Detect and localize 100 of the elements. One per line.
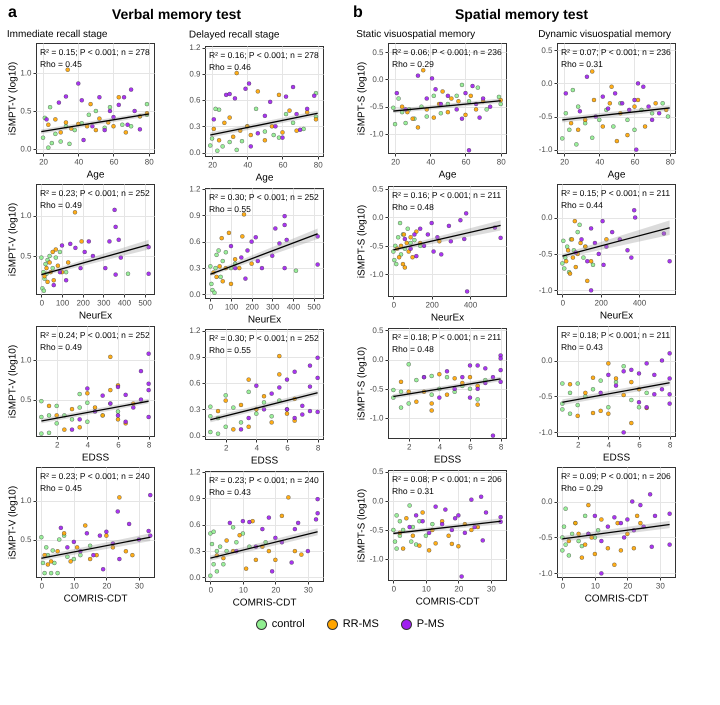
y-tick-label: 0.9 (189, 210, 202, 220)
y-axis-title: iSMPT-S (log10) (356, 488, 368, 562)
annotation: Rho = 0.31 (561, 59, 604, 69)
x-tick-label: 60 (630, 158, 640, 166)
y-tick-label: 1.2 (189, 326, 202, 336)
y-tick-label: -1.0 (370, 270, 384, 279)
x-axis-title: NeurEx (78, 310, 112, 322)
x-tick-label: 10 (70, 582, 80, 590)
x-tick-label: 0 (208, 586, 214, 594)
x-tick-label: 80 (144, 158, 154, 166)
chart-title: Static visuospatial memory (356, 29, 476, 40)
x-tick-label: 4 (438, 442, 443, 452)
x-axis-title: NeurEx (430, 312, 464, 324)
x-tick-label: 80 (314, 160, 324, 170)
y-tick-label: 1.0 (20, 68, 32, 78)
annotation: R² = 0.15; P < 0.001; n = 278 (40, 47, 150, 57)
y-tick-label: -1.0 (370, 414, 384, 423)
annotation: R² = 0.18; P < 0.001; n = 211 (392, 332, 502, 342)
y-tick-label: -0.5 (370, 525, 384, 534)
y-tick-label: 0.0 (189, 290, 202, 299)
annotation: R² = 0.23; P < 0.001; n = 240 (40, 471, 150, 481)
x-tick-label: 30 (134, 582, 144, 590)
y-tick-label: 0.0 (20, 144, 32, 154)
x-tick-label: 8 (146, 440, 152, 450)
y-tick-label: 0.3 (189, 546, 202, 556)
y-tick-label: -0.5 (370, 241, 384, 250)
x-tick-label: 500 (138, 298, 152, 308)
y-tick-label: 1.0 (20, 211, 32, 220)
annotation: R² = 0.23; P < 0.001; n = 240 (209, 475, 319, 485)
x-axis-title: Age (438, 170, 457, 180)
x-tick-label: 10 (238, 586, 248, 594)
x-tick-label: 2 (54, 440, 60, 450)
x-tick-label: 100 (224, 302, 239, 312)
annotation: R² = 0.09; P < 0.001; n = 206 (561, 471, 671, 481)
chart-title: Dynamic visuospatial memory (538, 29, 672, 40)
y-axis-title: iSMPT-S (log10) (356, 204, 368, 278)
x-tick-label: 40 (595, 158, 605, 166)
annotation: Rho = 0.29 (392, 59, 434, 69)
x-tick-label: 80 (666, 158, 676, 166)
annotation: Rho = 0.46 (209, 62, 252, 72)
x-tick-label: 6 (637, 440, 642, 450)
annotation: R² = 0.15; P < 0.001; n = 211 (561, 188, 670, 198)
x-axis-title: EDSS (602, 452, 630, 464)
x-tick-label: 4 (606, 440, 612, 450)
y-tick-label: -0.5 (370, 102, 384, 112)
y-tick-label: -0.5 (370, 384, 384, 394)
x-tick-label: 100 (56, 298, 70, 308)
x-tick-label: 20 (102, 582, 112, 590)
annotation: R² = 0.06; P < 0.001; n = 236 (392, 47, 502, 57)
y-tick-label: -0.5 (538, 392, 554, 401)
y-tick-label: 0.3 (189, 122, 202, 131)
y-tick-label: -1.0 (370, 129, 384, 138)
x-tick-label: 6 (285, 444, 290, 452)
y-tick-label: 0.9 (189, 69, 202, 78)
x-tick-label: 8 (498, 442, 504, 452)
x-tick-label: 2 (576, 440, 581, 450)
y-axis-title: iSMPT-V (log10) (7, 202, 18, 276)
x-tick-label: 4 (254, 444, 260, 452)
annotation: Rho = 0.43 (209, 487, 252, 497)
x-tick-label: 8 (668, 440, 673, 450)
y-tick-label: 1.2 (189, 184, 202, 194)
y-tick-label: 0.5 (372, 467, 384, 476)
chart-title: Delayed recall stage (188, 30, 280, 41)
annotation: Rho = 0.45 (40, 59, 82, 69)
y-tick-label: 0.5 (20, 106, 32, 116)
x-tick-label: 10 (422, 584, 432, 594)
y-tick-label: 1.0 (20, 496, 32, 506)
x-tick-label: 200 (425, 300, 440, 310)
annotation: Rho = 0.31 (392, 486, 434, 496)
annotation: R² = 0.30; P < 0.001; n = 252 (209, 333, 319, 343)
y-tick-label: -1.0 (538, 145, 554, 154)
x-tick-label: 20 (271, 586, 281, 594)
x-tick-label: 4 (86, 440, 91, 450)
annotation: R² = 0.16; P < 0.001; n = 211 (392, 190, 502, 200)
x-tick-label: 20 (623, 582, 633, 590)
annotation: Rho = 0.45 (40, 483, 82, 493)
x-axis-title: EDSS (82, 452, 110, 464)
y-tick-label: 0.0 (372, 74, 384, 84)
y-tick-label: 0.0 (189, 572, 202, 582)
annotation: R² = 0.23; P < 0.001; n = 252 (40, 188, 150, 198)
annotation: Rho = 0.55 (209, 204, 252, 214)
y-tick-label: 0.5 (541, 46, 554, 55)
y-tick-label: -0.5 (538, 532, 554, 542)
y-tick-label: -0.5 (538, 249, 554, 258)
y-tick-label: 0.6 (189, 96, 202, 105)
x-tick-label: 40 (426, 158, 436, 166)
x-tick-label: 40 (74, 158, 84, 166)
y-tick-label: 0.3 (189, 264, 202, 273)
y-tick-label: 0.5 (372, 326, 384, 335)
x-tick-label: 20 (391, 158, 401, 166)
annotation: Rho = 0.55 (209, 345, 252, 355)
y-tick-label: 0.0 (189, 148, 202, 158)
x-tick-label: 400 (118, 298, 132, 308)
x-tick-label: 0 (392, 584, 397, 594)
x-tick-label: 0 (392, 300, 397, 310)
annotation: R² = 0.30; P < 0.001; n = 252 (209, 192, 319, 202)
x-tick-label: 200 (245, 302, 260, 312)
x-tick-label: 10 (590, 582, 600, 590)
y-axis-title: iSMPT-S (log10) (356, 62, 368, 136)
x-tick-label: 6 (468, 442, 474, 452)
